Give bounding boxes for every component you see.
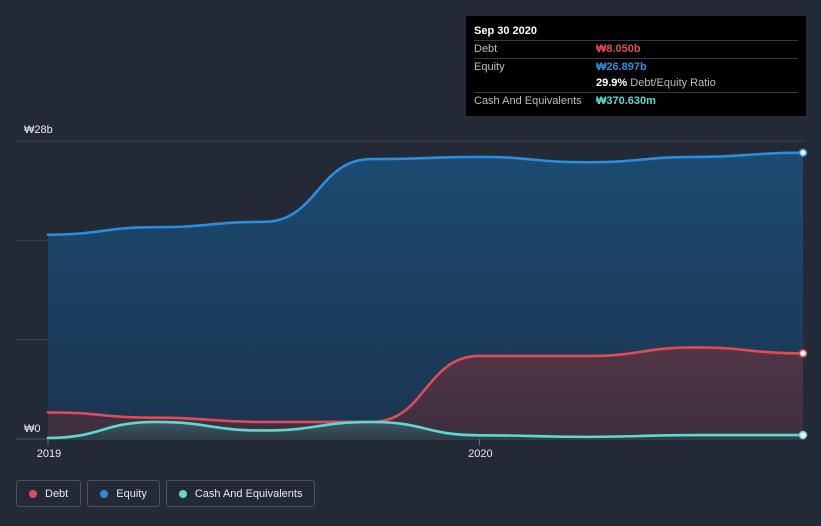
cash-and-equivalents-line bbox=[46, 420, 805, 440]
legend-cash-dot-icon bbox=[178, 489, 187, 498]
cash-and-equivalents-area bbox=[48, 421, 803, 439]
equity-line bbox=[46, 151, 805, 236]
cash-and-equivalents-endpoint bbox=[798, 430, 808, 440]
legend-equity-dot-icon bbox=[100, 489, 109, 498]
legend-cash-toggle[interactable]: Cash And Equivalents bbox=[165, 480, 316, 507]
tooltip-ratio-row: 29.9% Debt/Equity Ratio bbox=[474, 75, 798, 92]
x-axis-label-2020: 2020 bbox=[468, 448, 492, 460]
tooltip-ratio: 29.9% Debt/Equity Ratio bbox=[596, 75, 716, 92]
legend-cash-label: Cash And Equivalents bbox=[194, 487, 303, 500]
tooltip-equity-row: Equity ₩26.897b bbox=[474, 57, 798, 76]
tooltip-debt-value: ₩8.050b bbox=[596, 43, 641, 55]
tooltip-debt-label: Debt bbox=[474, 43, 498, 55]
y-axis-label-0: ₩28b bbox=[24, 124, 53, 136]
chart-legend: Debt Equity Cash And Equivalents bbox=[16, 480, 316, 507]
equity-endpoint bbox=[798, 148, 808, 158]
legend-equity-label: Equity bbox=[116, 487, 147, 500]
y-axis-label-1: ₩0 bbox=[24, 423, 41, 435]
tooltip-cash-label: Cash And Equivalents bbox=[474, 94, 582, 107]
tooltip-debt-row: Debt ₩8.050b bbox=[474, 40, 798, 58]
legend-debt-label: Debt bbox=[45, 487, 69, 500]
debt-area bbox=[48, 347, 803, 439]
legend-debt-toggle[interactable]: Debt bbox=[16, 480, 82, 507]
tooltip-equity-label: Equity bbox=[474, 60, 505, 73]
debt-line bbox=[46, 346, 805, 424]
x-axis-label-2019: 2019 bbox=[37, 448, 61, 460]
debt-endpoint bbox=[798, 349, 808, 358]
tooltip-cash-value: ₩370.630m bbox=[596, 94, 656, 107]
legend-equity-toggle[interactable]: Equity bbox=[87, 480, 160, 507]
tooltip-date: Sep 30 2020 bbox=[474, 25, 537, 37]
tooltip-ratio-value: 29.9% bbox=[596, 77, 628, 89]
tooltip-equity-value: ₩26.897b bbox=[596, 60, 647, 73]
tooltip-ratio-label: Debt/Equity Ratio bbox=[630, 77, 716, 89]
legend-debt-dot-icon bbox=[29, 489, 37, 498]
tooltip-panel: Sep 30 2020 Debt ₩8.050b Equity ₩26.897b… bbox=[466, 16, 806, 116]
tooltip-cash-row: Cash And Equivalents ₩370.630m bbox=[474, 91, 798, 110]
